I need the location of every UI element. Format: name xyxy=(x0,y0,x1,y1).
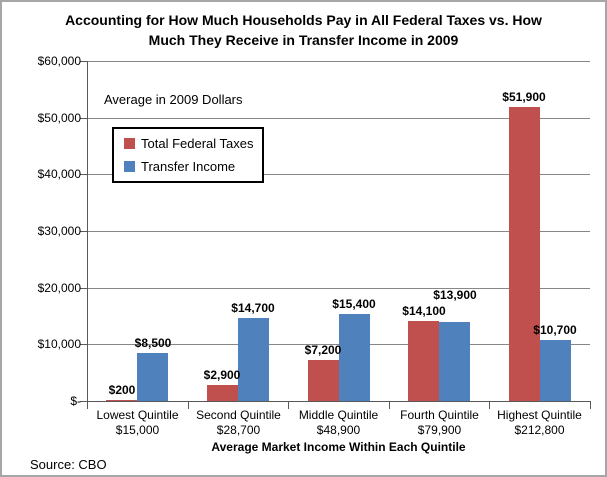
x-axis-tick xyxy=(87,401,88,409)
gridline-50000 xyxy=(87,118,590,119)
bar-transfer-income-highest-quintile xyxy=(540,340,571,401)
bar-value-label-total-federal-taxes-second-quintile: $2,900 xyxy=(203,368,241,382)
bar-total-federal-taxes-lowest-quintile xyxy=(106,399,137,401)
y-axis-tick xyxy=(80,174,88,175)
y-axis-tick-label: $40,000 xyxy=(37,167,81,181)
gridline-20000 xyxy=(87,288,590,289)
x-category-label: Fourth Quintile xyxy=(400,408,479,422)
source-note: Source: CBO xyxy=(30,457,107,472)
x-axis-tick xyxy=(188,401,189,409)
bar-total-federal-taxes-second-quintile xyxy=(207,384,238,401)
bar-total-federal-taxes-fourth-quintile xyxy=(408,321,439,401)
x-category-fourth-quintile: Fourth Quintile $79,900 xyxy=(389,408,490,438)
y-axis-tick-label: $- xyxy=(70,394,81,408)
bar-value-label-total-federal-taxes-middle-quintile: $7,200 xyxy=(304,343,342,357)
bar-total-federal-taxes-middle-quintile xyxy=(308,360,339,401)
legend-label-transfer-income: Transfer Income xyxy=(141,158,236,174)
x-category-income-label: $15,000 xyxy=(115,423,160,437)
bar-transfer-income-second-quintile xyxy=(238,317,269,401)
x-category-income-label: $79,900 xyxy=(417,423,462,437)
bar-value-label-total-federal-taxes-lowest-quintile: $200 xyxy=(108,383,136,397)
bar-value-label-transfer-income-lowest-quintile: $8,500 xyxy=(134,336,172,350)
x-category-income-label: $48,900 xyxy=(316,423,361,437)
legend-label-total-federal-taxes: Total Federal Taxes xyxy=(141,136,254,152)
bar-transfer-income-middle-quintile xyxy=(339,313,370,401)
annotation-average-2009-dollars: Average in 2009 Dollars xyxy=(104,92,243,107)
x-axis-title: Average Market Income Within Each Quinti… xyxy=(211,440,466,454)
y-axis-tick-label: $60,000 xyxy=(37,54,81,68)
gridline-40000 xyxy=(87,174,590,175)
y-axis-tick-label: $20,000 xyxy=(37,281,81,295)
bar-value-label-transfer-income-second-quintile: $14,700 xyxy=(231,301,275,315)
x-axis-line xyxy=(87,401,591,402)
x-category-income-label: $28,700 xyxy=(216,423,261,437)
x-axis-tick xyxy=(489,401,490,409)
x-category-label: Highest Quintile xyxy=(497,408,582,422)
y-axis-tick-label: $10,000 xyxy=(37,337,81,351)
x-category-label: Second Quintile xyxy=(196,408,281,422)
bar-value-label-total-federal-taxes-fourth-quintile: $14,100 xyxy=(402,304,446,318)
chart-title: Accounting for How Much Households Pay i… xyxy=(2,10,605,50)
x-category-label: Middle Quintile xyxy=(298,408,379,422)
y-axis-tick xyxy=(80,288,88,289)
legend: Total Federal Taxes Transfer Income xyxy=(112,127,264,183)
y-axis-tick xyxy=(80,61,88,62)
bar-value-label-transfer-income-fourth-quintile: $13,900 xyxy=(433,288,477,302)
x-axis-tick xyxy=(590,401,591,409)
x-category-lowest-quintile: Lowest Quintile $15,000 xyxy=(87,408,188,438)
bar-transfer-income-fourth-quintile xyxy=(439,322,470,401)
chart-title-line2: Much They Receive in Transfer Income in … xyxy=(148,32,459,48)
bar-value-label-transfer-income-middle-quintile: $15,400 xyxy=(332,297,376,311)
x-category-second-quintile: Second Quintile $28,700 xyxy=(188,408,289,438)
x-axis-tick xyxy=(288,401,289,409)
y-axis-tick-label: $30,000 xyxy=(37,224,81,238)
chart-title-line1: Accounting for How Much Households Pay i… xyxy=(65,12,542,28)
x-category-middle-quintile: Middle Quintile $48,900 xyxy=(288,408,389,438)
x-axis-tick xyxy=(389,401,390,409)
x-category-highest-quintile: Highest Quintile $212,800 xyxy=(489,408,590,438)
legend-swatch-total-federal-taxes xyxy=(124,138,135,150)
x-category-label: Lowest Quintile xyxy=(96,408,179,422)
y-axis-tick xyxy=(80,118,88,119)
y-axis-tick xyxy=(80,401,88,402)
gridline-30000 xyxy=(87,231,590,232)
x-category-income-label: $212,800 xyxy=(514,423,565,437)
bar-value-label-transfer-income-highest-quintile: $10,700 xyxy=(533,323,577,337)
y-axis-tick xyxy=(80,231,88,232)
y-axis-tick xyxy=(80,344,88,345)
bar-total-federal-taxes-highest-quintile xyxy=(509,106,540,401)
bar-transfer-income-lowest-quintile xyxy=(137,352,168,401)
y-axis-tick-label: $50,000 xyxy=(37,111,81,125)
legend-item-total-federal-taxes: Total Federal Taxes xyxy=(124,136,262,151)
y-axis-line xyxy=(87,61,88,401)
legend-swatch-transfer-income xyxy=(124,160,135,172)
gridline-10000 xyxy=(87,344,590,345)
gridline-60000 xyxy=(87,61,590,62)
legend-item-transfer-income: Transfer Income xyxy=(124,159,262,174)
bar-value-label-total-federal-taxes-highest-quintile: $51,900 xyxy=(502,90,546,104)
